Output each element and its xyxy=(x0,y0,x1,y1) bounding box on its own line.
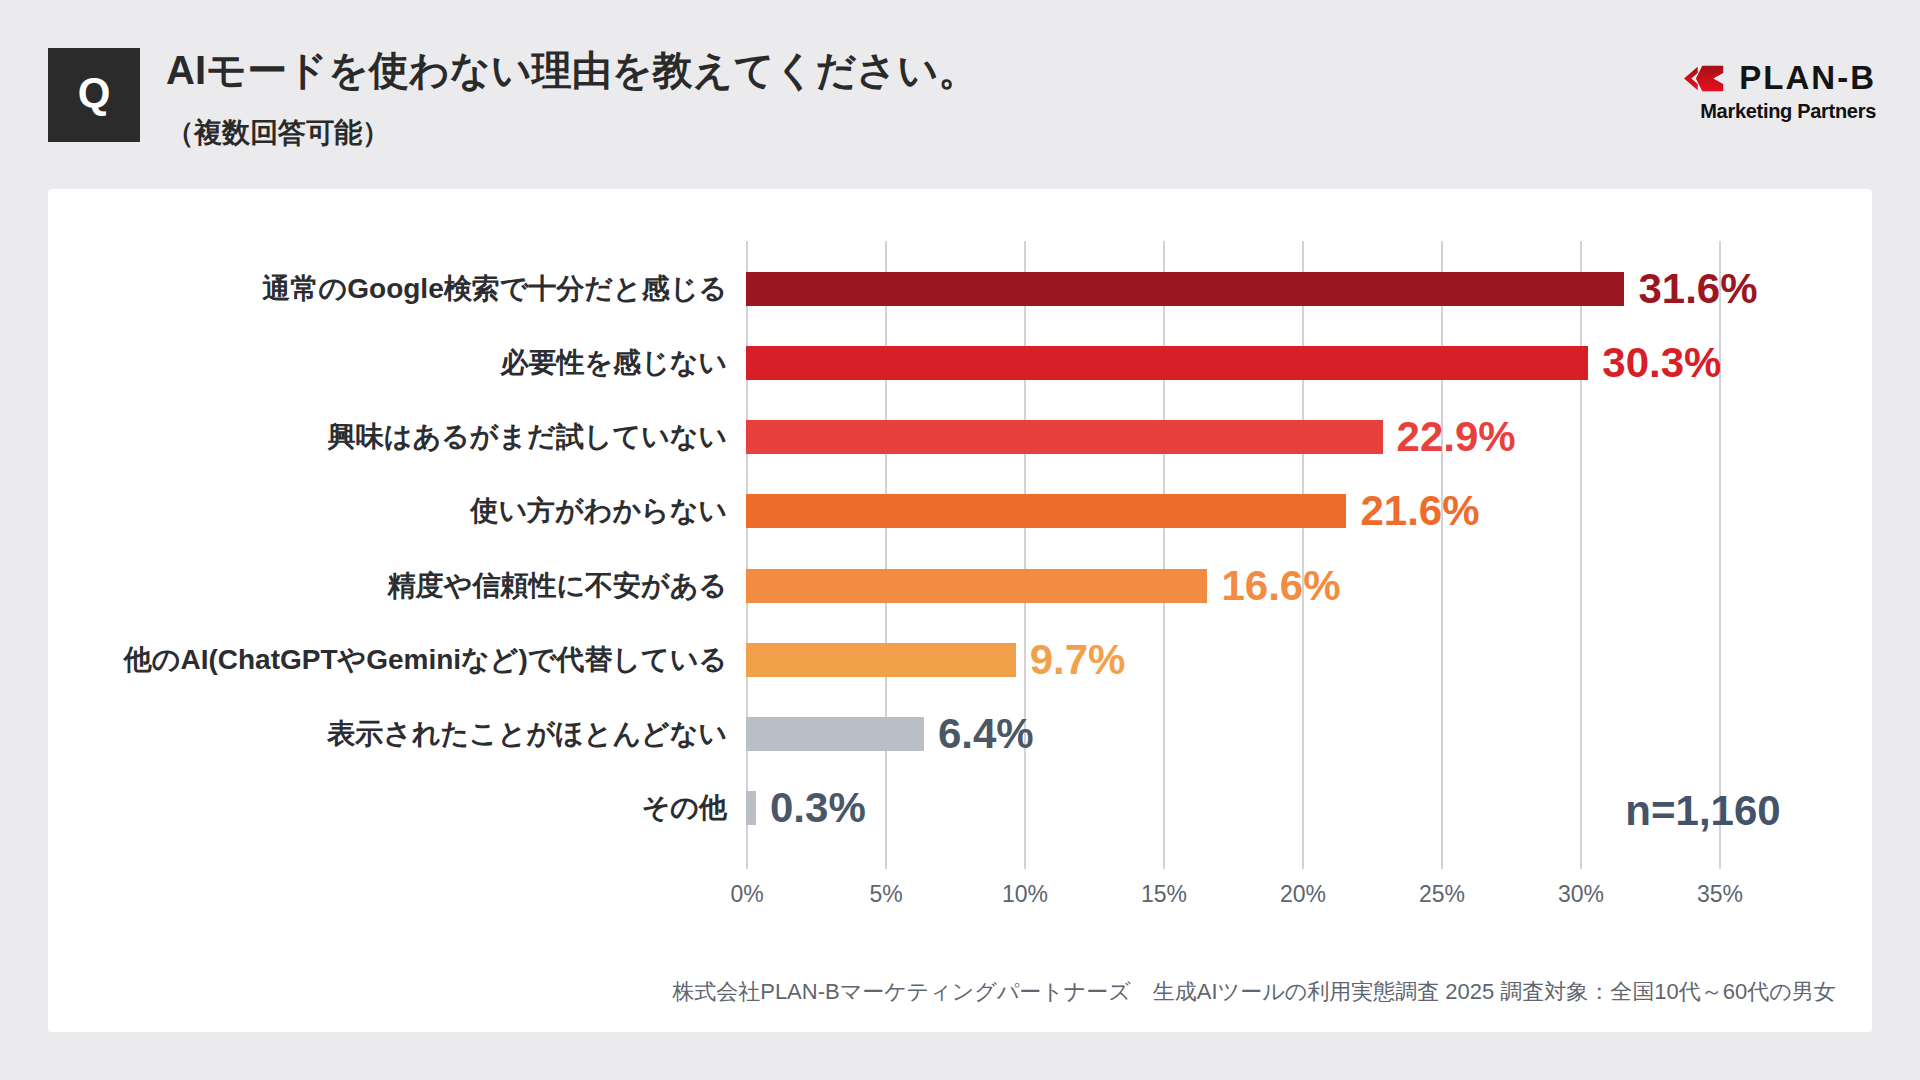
category-label: 使い方がわからない xyxy=(470,492,727,530)
chart-card: 0% 5% 10% 15% 20% 25% 30% 35% 通常のGoogle検索で十分だと感じ… xyxy=(48,189,1872,1032)
value-label: 9.7% xyxy=(1030,636,1126,684)
bar xyxy=(746,272,1624,306)
x-axis-tick-label: 15% xyxy=(1141,881,1187,908)
category-label: 他のAI(ChatGPTやGeminiなど)で代替している xyxy=(124,641,727,679)
x-axis-tick-label: 0% xyxy=(730,881,763,908)
source-note: 株式会社PLAN-Bマーケティングパートナーズ 生成AIツールの利用実態調査 2… xyxy=(672,977,1836,1007)
value-label: 6.4% xyxy=(938,710,1034,758)
plan-b-logo-row: PLAN-B xyxy=(1684,59,1876,97)
value-label: 22.9% xyxy=(1397,413,1516,461)
plan-b-logo-tagline: Marketing Partners xyxy=(1684,100,1876,123)
value-label: 0.3% xyxy=(770,784,866,832)
bar-chart: 0% 5% 10% 15% 20% 25% 30% 35% 通常のGoogle検索で十分だと感じ… xyxy=(48,189,1872,1032)
value-label: 31.6% xyxy=(1638,265,1757,313)
value-label: 30.3% xyxy=(1602,339,1721,387)
category-label: 興味はあるがまだ試していない xyxy=(328,418,727,456)
bar xyxy=(746,346,1588,380)
bar xyxy=(746,420,1383,454)
question-badge: Q xyxy=(48,48,140,142)
x-axis-tick-label: 5% xyxy=(869,881,902,908)
bar xyxy=(746,643,1016,677)
bar xyxy=(746,791,756,825)
gridline xyxy=(1441,241,1443,869)
x-axis-tick-label: 20% xyxy=(1280,881,1326,908)
gridline xyxy=(1302,241,1304,869)
x-axis-tick-label: 30% xyxy=(1558,881,1604,908)
page-subtitle: （複数回答可能） xyxy=(166,114,978,152)
gridline xyxy=(885,241,887,869)
plan-b-logo-text: PLAN-B xyxy=(1739,59,1876,97)
gridline xyxy=(746,241,748,869)
title-block: AIモードを使わない理由を教えてください。 （複数回答可能） xyxy=(166,48,978,152)
category-label: 必要性を感じない xyxy=(500,344,727,382)
page-header: Q AIモードを使わない理由を教えてください。 （複数回答可能） xyxy=(48,48,978,152)
gridline xyxy=(1719,241,1721,869)
x-axis-tick-label: 10% xyxy=(1002,881,1048,908)
question-badge-letter: Q xyxy=(78,69,111,117)
x-axis-tick-label: 35% xyxy=(1697,881,1743,908)
page-title: AIモードを使わない理由を教えてください。 xyxy=(166,49,978,92)
category-label: 通常のGoogle検索で十分だと感じる xyxy=(263,270,727,308)
plan-b-chevron-icon xyxy=(1684,63,1726,94)
value-label: 16.6% xyxy=(1221,562,1340,610)
x-axis-tick-label: 25% xyxy=(1419,881,1465,908)
value-label: 21.6% xyxy=(1360,487,1479,535)
bar xyxy=(746,494,1346,528)
bar xyxy=(746,717,924,751)
category-label: 精度や信頼性に不安がある xyxy=(388,567,727,605)
gridline xyxy=(1580,241,1582,869)
gridline xyxy=(1163,241,1165,869)
bar xyxy=(746,569,1207,603)
plan-b-logo: PLAN-B Marketing Partners xyxy=(1684,59,1876,123)
category-label: その他 xyxy=(642,789,727,827)
gridline xyxy=(1024,241,1026,869)
category-label: 表示されたことがほとんどない xyxy=(327,715,727,753)
sample-size-label: n=1,160 xyxy=(1625,787,1780,835)
